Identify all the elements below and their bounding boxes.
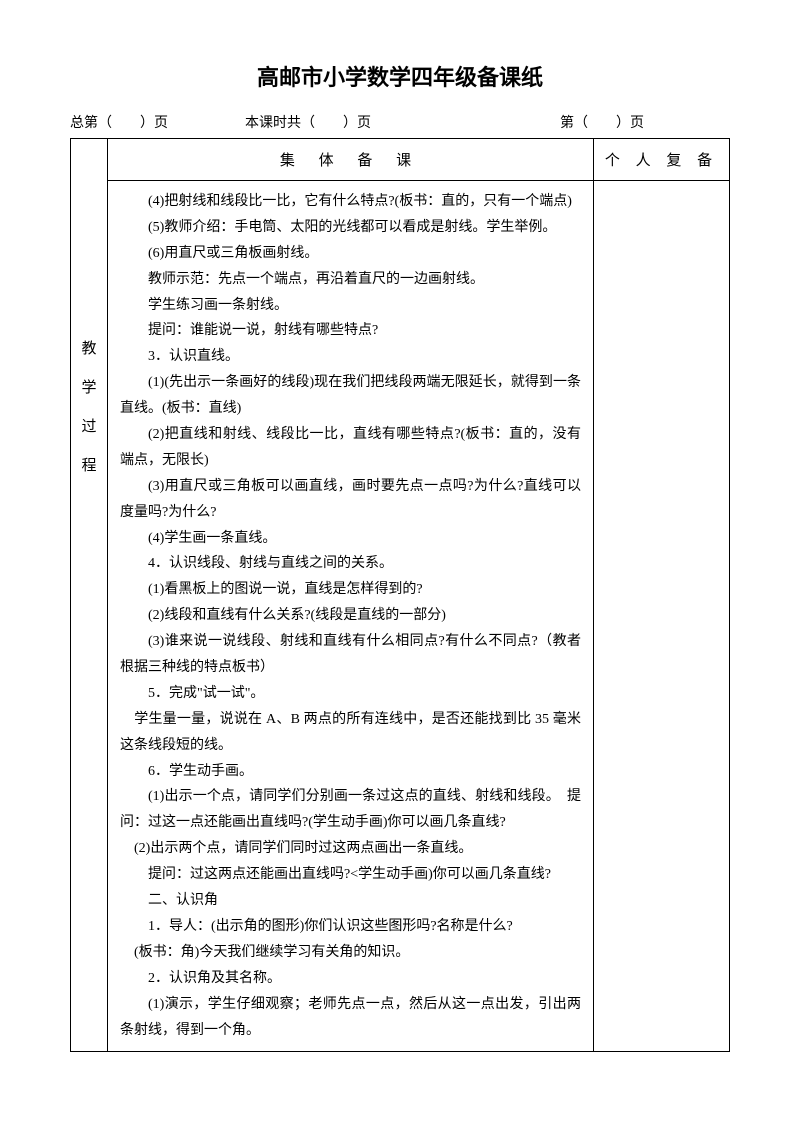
content-paragraph: 提问：过这两点还能画出直线吗?<学生动手画)你可以画几条直线? xyxy=(120,862,581,888)
content-paragraph: 学生练习画一条射线。 xyxy=(120,293,581,319)
content-cell: (4)把射线和线段比一比，它有什么特点?(板书：直的，只有一个端点)(5)教师介… xyxy=(108,181,594,1052)
content-paragraph: (1)(先出示一条画好的线段)现在我们把线段两端无限延长，就得到一条直线。(板书… xyxy=(120,370,581,422)
content-paragraph: 二、认识角 xyxy=(120,888,581,914)
content-paragraph: (5)教师介绍：手电筒、太阳的光线都可以看成是射线。学生举例。 xyxy=(120,215,581,241)
content-paragraph: (2)出示两个点，请同学们同时过这两点画出一条直线。 xyxy=(120,836,581,862)
content-paragraph: (4)把射线和线段比一比，它有什么特点?(板书：直的，只有一个端点) xyxy=(120,189,581,215)
content-paragraph: 2．认识角及其名称。 xyxy=(120,966,581,992)
content-paragraph: (1)看黑板上的图说一说，直线是怎样得到的? xyxy=(120,577,581,603)
content-paragraph: (1)演示，学生仔细观察；老师先点一点，然后从这一点出发，引出两条射线，得到一个… xyxy=(120,992,581,1044)
main-column-header: 集 体 备 课 xyxy=(108,139,594,181)
content-paragraph: 3．认识直线。 xyxy=(120,344,581,370)
header-left-suffix: ）页 xyxy=(140,116,168,131)
content-paragraph: 提问：谁能说一说，射线有哪些特点? xyxy=(120,318,581,344)
content-paragraph: 6．学生动手画。 xyxy=(120,759,581,785)
header-right: 第（ ）页 xyxy=(540,112,730,132)
content-paragraph: 1．导人：(出示角的图形)你们认识这些图形吗?名称是什么? xyxy=(120,914,581,940)
content-paragraph: (6)用直尺或三角板画射线。 xyxy=(120,241,581,267)
main-table: 教 学 过 程 集 体 备 课 个 人 复 备 (4)把射线和线段比一比，它有什… xyxy=(70,138,730,1052)
header-mid: 本课时共（ ）页 xyxy=(245,112,540,132)
page-title: 高邮市小学数学四年级备课纸 xyxy=(70,60,730,92)
header-left: 总第（ ）页 xyxy=(70,112,245,132)
side-cell xyxy=(594,181,730,1052)
content-paragraph: (2)线段和直线有什么关系?(线段是直线的一部分) xyxy=(120,603,581,629)
content-paragraph: (4)学生画一条直线。 xyxy=(120,526,581,552)
content-paragraph: (板书：角)今天我们继续学习有关角的知识。 xyxy=(120,940,581,966)
content-paragraph: (2)把直线和射线、线段比一比，直线有哪些特点?(板书：直的，没有端点，无限长) xyxy=(120,422,581,474)
header-left-prefix: 总第（ xyxy=(70,116,112,131)
header-right-prefix: 第（ xyxy=(560,116,588,131)
content-paragraph: 教师示范：先点一个端点，再沿着直尺的一边画射线。 xyxy=(120,267,581,293)
row-label-cell: 教 学 过 程 xyxy=(71,139,108,1052)
label-char-1: 教 xyxy=(72,337,106,358)
label-char-2: 学 xyxy=(72,376,106,397)
content-paragraph: (3)谁来说一说线段、射线和直线有什么相同点?有什么不同点?（教者根据三种线的特… xyxy=(120,629,581,681)
header-mid-suffix: ）页 xyxy=(343,116,371,131)
header-mid-prefix: 本课时共（ xyxy=(245,116,315,131)
label-char-3: 过 xyxy=(72,415,106,436)
content-paragraph: (3)用直尺或三角板可以画直线，画时要先点一点吗?为什么?直线可以度量吗?为什么… xyxy=(120,474,581,526)
content-paragraph: 学生量一量，说说在 A、B 两点的所有连线中，是否还能找到比 35 毫米这条线段… xyxy=(120,707,581,759)
content-paragraph: 4．认识线段、射线与直线之间的关系。 xyxy=(120,551,581,577)
content-paragraph: 5．完成"试一试"。 xyxy=(120,681,581,707)
side-column-header: 个 人 复 备 xyxy=(594,139,730,181)
content-paragraph: (1)出示一个点，请同学们分别画一条过这点的直线、射线和线段。 提问：过这一点还… xyxy=(120,784,581,836)
header-row: 总第（ ）页 本课时共（ ）页 第（ ）页 xyxy=(70,112,730,132)
label-char-4: 程 xyxy=(72,454,106,475)
header-right-suffix: ）页 xyxy=(616,116,644,131)
